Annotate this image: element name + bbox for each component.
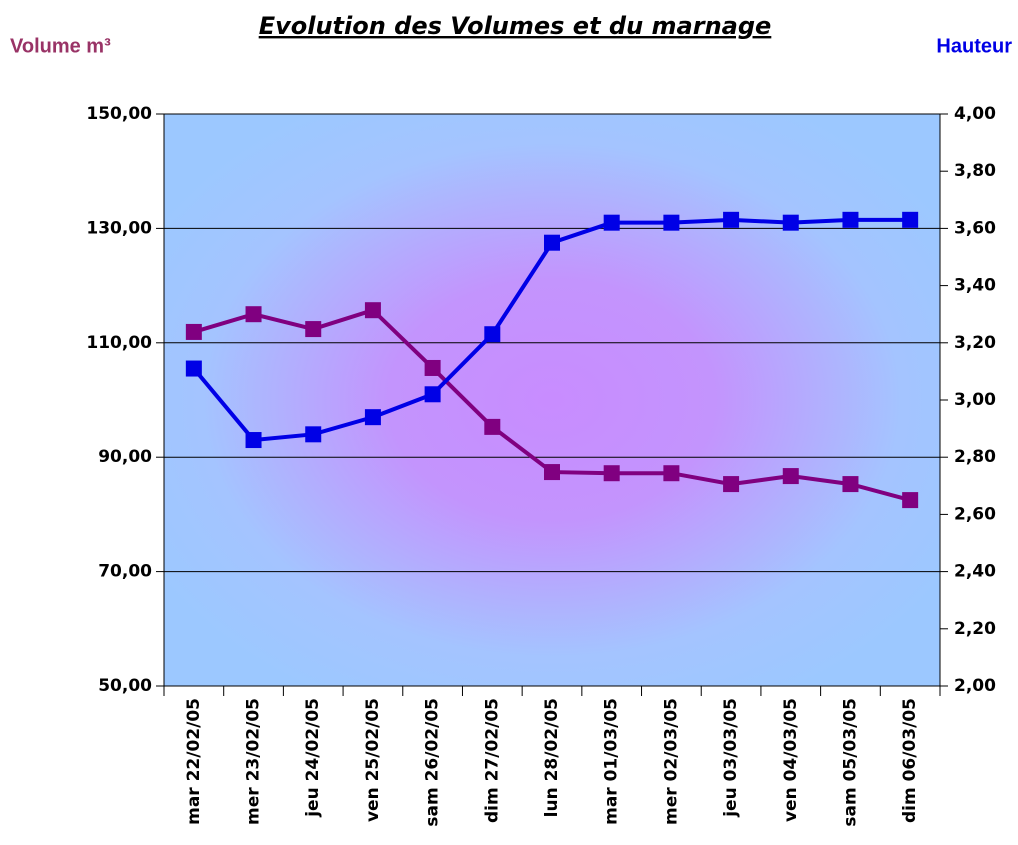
- x-tick-label: lun 28/02/05: [542, 698, 562, 817]
- marker: [185, 323, 202, 340]
- marker: [723, 476, 740, 493]
- x-tick-label: dim 06/03/05: [900, 698, 920, 823]
- marker: [305, 426, 322, 443]
- y-tick-label: 70,00: [98, 562, 152, 582]
- marker: [782, 214, 799, 231]
- y2-axis-label: Hauteur: [936, 35, 1012, 57]
- y2-tick-label: 2,80: [954, 447, 996, 467]
- x-tick-label: mer 02/03/05: [661, 698, 681, 825]
- y2-tick-label: 3,60: [954, 218, 996, 238]
- marker: [364, 302, 381, 319]
- y2-tick-label: 3,00: [954, 390, 996, 410]
- marker: [484, 418, 501, 435]
- marker: [364, 409, 381, 426]
- marker: [663, 214, 680, 231]
- x-tick-label: jeu 24/02/05: [303, 698, 323, 818]
- x-tick-label: sam 05/03/05: [840, 698, 860, 827]
- x-tick-label: sam 26/02/05: [423, 698, 443, 827]
- chart-title: Evolution des Volumes et du marnage: [259, 12, 772, 40]
- marker: [902, 211, 919, 228]
- x-tick-label: mar 01/03/05: [602, 698, 622, 825]
- marker: [245, 432, 262, 449]
- y-tick-label: 130,00: [86, 218, 152, 238]
- y2-tick-label: 2,00: [954, 676, 996, 696]
- y-tick-label: 50,00: [98, 676, 152, 696]
- x-tick-label: ven 25/02/05: [363, 698, 383, 822]
- y2-tick-label: 2,60: [954, 504, 996, 524]
- y-tick-label: 150,00: [86, 104, 152, 124]
- marker: [305, 321, 322, 338]
- x-tick-label: mer 23/02/05: [244, 698, 264, 825]
- marker: [544, 234, 560, 251]
- marker: [424, 386, 441, 403]
- marker: [245, 306, 262, 323]
- x-tick-label: dim 27/02/05: [482, 698, 502, 823]
- y2-tick-label: 3,40: [954, 276, 996, 296]
- y-axis-label: Volume m³: [10, 35, 111, 57]
- marker: [842, 211, 859, 228]
- y2-tick-label: 2,40: [954, 562, 996, 582]
- marker: [663, 465, 680, 482]
- y2-tick-label: 3,80: [954, 161, 996, 181]
- marker: [902, 492, 919, 509]
- x-tick-label: ven 04/03/05: [781, 698, 801, 822]
- marker: [424, 359, 441, 376]
- marker: [723, 211, 740, 228]
- plot-area: [164, 114, 940, 686]
- x-tick-label: jeu 03/03/05: [721, 698, 741, 818]
- marker: [782, 468, 799, 485]
- marker: [842, 476, 859, 493]
- marker: [544, 464, 560, 481]
- y-tick-label: 90,00: [98, 447, 152, 467]
- y-tick-label: 110,00: [86, 333, 152, 353]
- y2-tick-label: 4,00: [954, 104, 996, 124]
- marker: [185, 360, 202, 377]
- marker: [484, 326, 501, 343]
- marker: [603, 214, 620, 231]
- y2-tick-label: 2,20: [954, 619, 996, 639]
- marker: [603, 465, 620, 482]
- y2-tick-label: 3,20: [954, 333, 996, 353]
- x-tick-label: mar 22/02/05: [184, 698, 204, 825]
